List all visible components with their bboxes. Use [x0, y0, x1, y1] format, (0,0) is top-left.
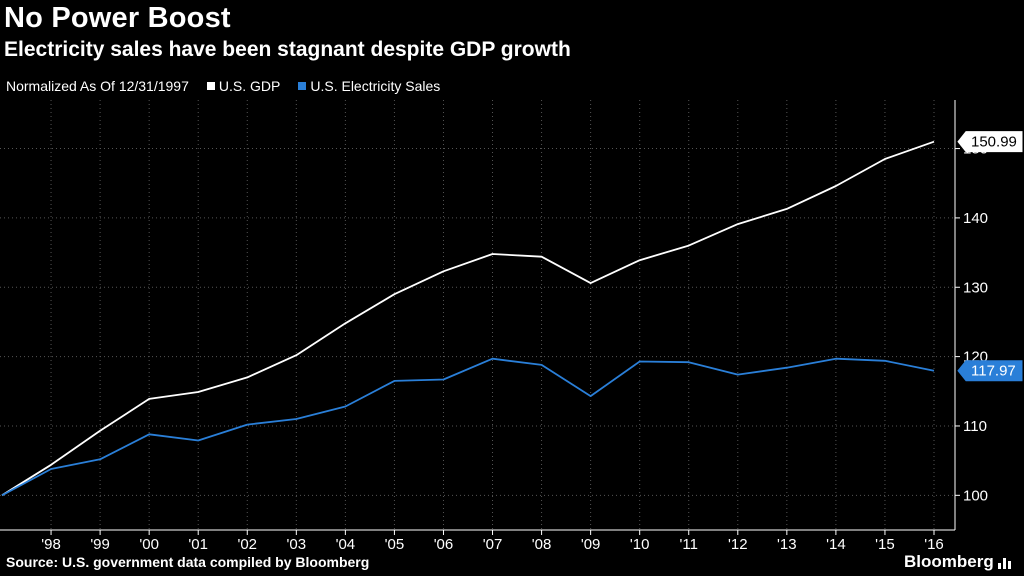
last-value-flag-0: [957, 131, 1023, 153]
y-tick-label-110: 110: [963, 418, 987, 435]
legend-label-electricity: U.S. Electricity Sales: [310, 78, 441, 94]
source-note: Source: U.S. government data compiled by…: [6, 554, 370, 570]
x-tick-label-2011: '11: [680, 536, 698, 553]
bloomberg-logo: Bloomberg: [904, 552, 1013, 572]
x-tick-label-2012: '12: [728, 536, 748, 553]
x-tick-label-1999: '99: [90, 536, 110, 553]
legend-swatch-electricity: [298, 82, 307, 90]
last-value-flag-1: [957, 360, 1023, 382]
legend-swatch-gdp: [206, 82, 215, 90]
x-tick-label-2010: '10: [630, 536, 650, 553]
logo-text: Bloomberg: [904, 552, 994, 571]
x-tick-label-2014: '14: [826, 536, 846, 553]
x-tick-label-2015: '15: [875, 536, 895, 553]
legend: Normalized As Of 12/31/1997 U.S. GDP U.S…: [6, 78, 458, 94]
legend-label-gdp: U.S. GDP: [218, 78, 281, 94]
y-tick-label-130: 130: [963, 279, 988, 296]
x-tick-label-2006: '06: [434, 536, 454, 553]
x-tick-label-2003: '03: [287, 536, 307, 553]
x-tick-label-1998: '98: [41, 536, 61, 553]
legend-item-electricity: U.S. Electricity Sales: [298, 78, 440, 94]
legend-note: Normalized As Of 12/31/1997: [6, 78, 189, 94]
x-tick-label-2009: '09: [581, 536, 601, 553]
x-tick-label-2002: '02: [237, 536, 257, 553]
legend-item-gdp: U.S. GDP: [206, 78, 281, 94]
x-tick-label-2004: '04: [336, 536, 356, 553]
chart-subtitle: Electricity sales have been stagnant des…: [4, 38, 571, 61]
x-tick-label-2000: '00: [139, 536, 159, 553]
chart-title: No Power Boost: [4, 2, 231, 34]
y-tick-label-100: 100: [963, 487, 988, 504]
x-tick-label-2001: '01: [188, 536, 208, 553]
x-tick-label-2007: '07: [483, 536, 503, 553]
last-value-label-0: 150.99: [971, 134, 1017, 151]
series-line-0: [1, 140, 935, 497]
x-tick-label-2016: '16: [924, 536, 944, 553]
y-tick-label-140: 140: [963, 210, 988, 227]
x-tick-label-2013: '13: [777, 536, 797, 553]
x-tick-label-2005: '05: [385, 536, 405, 553]
x-tick-label-2008: '08: [532, 536, 552, 553]
series-line-1: [1, 357, 935, 497]
logo-bars-icon: [997, 558, 1011, 569]
last-value-label-1: 117.97: [971, 363, 1016, 380]
